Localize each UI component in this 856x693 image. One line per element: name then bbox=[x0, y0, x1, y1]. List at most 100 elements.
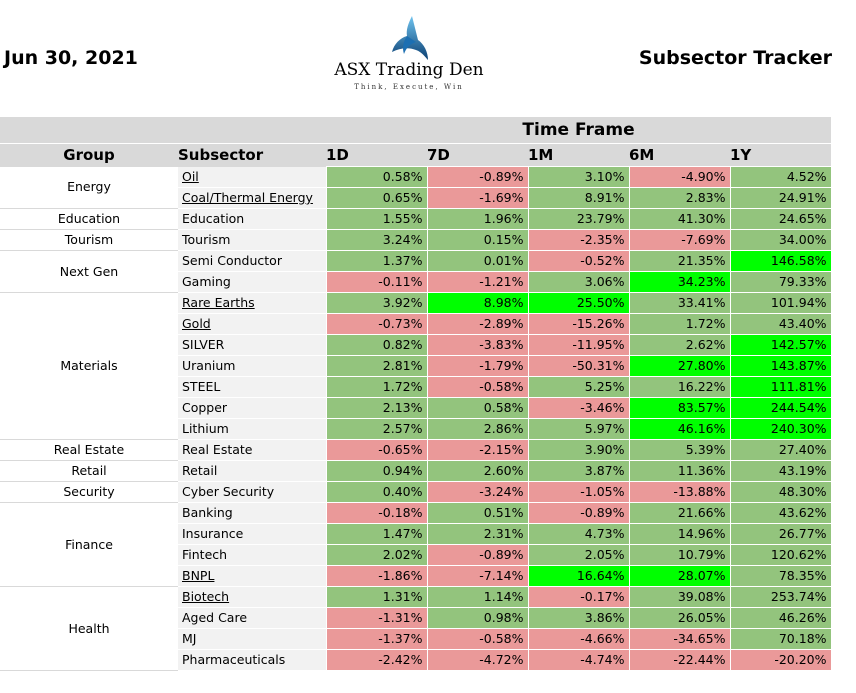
value-cell-1y: 142.57% bbox=[729, 334, 832, 356]
value-cell-6m: 16.22% bbox=[628, 376, 731, 398]
value-cell-1d: 1.72% bbox=[325, 376, 428, 398]
value-cell-6m: 21.35% bbox=[628, 250, 731, 272]
logo: ASX Trading Den Think, Execute, Win bbox=[326, 14, 492, 102]
value-cell-1m: 3.86% bbox=[527, 607, 630, 629]
value-cell-7d: -3.24% bbox=[426, 481, 529, 503]
group-cell: Retail bbox=[0, 460, 178, 482]
subsector-table: Time Frame Group Subsector 1D 7D 1M 6M 1… bbox=[0, 117, 832, 671]
table-body: Energy Oil 0.58% -0.89% 3.10% -4.90% 4.52% Coal… bbox=[0, 166, 832, 671]
value-cell-7d: -1.69% bbox=[426, 187, 529, 209]
value-cell-1y: 43.40% bbox=[729, 313, 832, 335]
table-row: Lithium 2.57% 2.86% 5.97% 46.16% 240.30% bbox=[0, 418, 832, 440]
subsector-cell: Tourism bbox=[178, 229, 326, 251]
value-cell-1m: 2.05% bbox=[527, 544, 630, 566]
table-row: Gold -0.73% -2.89% -15.26% 1.72% 43.40% bbox=[0, 313, 832, 335]
value-cell-7d: -4.72% bbox=[426, 649, 529, 671]
value-cell-7d: 2.31% bbox=[426, 523, 529, 545]
col-header-subsector: Subsector bbox=[178, 143, 326, 167]
table-row: Tourism Tourism 3.24% 0.15% -2.35% -7.69% 34.0… bbox=[0, 229, 832, 251]
subsector-cell[interactable]: Coal/Thermal Energy bbox=[178, 187, 326, 209]
value-cell-1y: -20.20% bbox=[729, 649, 832, 671]
value-cell-1d: -0.73% bbox=[325, 313, 428, 335]
value-cell-1m: 16.64% bbox=[527, 565, 630, 587]
value-cell-1m: -15.26% bbox=[527, 313, 630, 335]
table-row: Pharmaceuticals -2.42% -4.72% -4.74% -22.44%… bbox=[0, 649, 832, 671]
value-cell-1m: 3.87% bbox=[527, 460, 630, 482]
column-header-row: Group Subsector 1D 7D 1M 6M 1Y bbox=[0, 143, 832, 167]
subsector-cell: Aged Care bbox=[178, 607, 326, 629]
subsector-cell[interactable]: Rare Earths bbox=[178, 292, 326, 314]
value-cell-1d: 3.92% bbox=[325, 292, 428, 314]
value-cell-1d: 1.37% bbox=[325, 250, 428, 272]
group-cell: Materials bbox=[0, 292, 178, 440]
value-cell-7d: 0.01% bbox=[426, 250, 529, 272]
value-cell-7d: -7.14% bbox=[426, 565, 529, 587]
value-cell-7d: -1.79% bbox=[426, 355, 529, 377]
table-row: Health Biotech 1.31% 1.14% -0.17% 39.08% 253.7… bbox=[0, 586, 832, 671]
value-cell-1d: 0.65% bbox=[325, 187, 428, 209]
value-cell-6m: 83.57% bbox=[628, 397, 731, 419]
subsector-cell[interactable]: Oil bbox=[178, 166, 326, 188]
value-cell-1y: 34.00% bbox=[729, 229, 832, 251]
value-cell-6m: -4.90% bbox=[628, 166, 731, 188]
value-cell-1d: 2.57% bbox=[325, 418, 428, 440]
value-cell-7d: -2.89% bbox=[426, 313, 529, 335]
subsector-cell: Banking bbox=[178, 502, 326, 524]
group-cell: Tourism bbox=[0, 229, 178, 251]
table-row: Energy Oil 0.58% -0.89% 3.10% -4.90% 4.52% bbox=[0, 166, 832, 209]
value-cell-7d: 0.98% bbox=[426, 607, 529, 629]
value-cell-7d: 1.14% bbox=[426, 586, 529, 608]
value-cell-1y: 48.30% bbox=[729, 481, 832, 503]
value-cell-6m: 46.16% bbox=[628, 418, 731, 440]
subsector-cell: Retail bbox=[178, 460, 326, 482]
value-cell-1d: 1.31% bbox=[325, 586, 428, 608]
value-cell-7d: -1.21% bbox=[426, 271, 529, 293]
header-gap bbox=[178, 117, 326, 144]
value-cell-7d: 1.96% bbox=[426, 208, 529, 230]
value-cell-1m: -0.89% bbox=[527, 502, 630, 524]
value-cell-1d: -0.18% bbox=[325, 502, 428, 524]
table-row: Fintech 2.02% -0.89% 2.05% 10.79% 120.62% bbox=[0, 544, 832, 566]
value-cell-1d: -1.86% bbox=[325, 565, 428, 587]
value-cell-6m: 39.08% bbox=[628, 586, 731, 608]
value-cell-7d: 2.60% bbox=[426, 460, 529, 482]
value-cell-7d: -2.15% bbox=[426, 439, 529, 461]
subsector-cell: Real Estate bbox=[178, 439, 326, 461]
value-cell-1y: 43.19% bbox=[729, 460, 832, 482]
value-cell-1d: -1.31% bbox=[325, 607, 428, 629]
table-row: Finance Banking -0.18% 0.51% -0.89% 21.66% 43.… bbox=[0, 502, 832, 587]
value-cell-6m: -22.44% bbox=[628, 649, 731, 671]
value-cell-1y: 111.81% bbox=[729, 376, 832, 398]
value-cell-1y: 101.94% bbox=[729, 292, 832, 314]
value-cell-6m: 21.66% bbox=[628, 502, 731, 524]
value-cell-1d: -2.42% bbox=[325, 649, 428, 671]
subsector-cell[interactable]: BNPL bbox=[178, 565, 326, 587]
value-cell-6m: -13.88% bbox=[628, 481, 731, 503]
value-cell-6m: 14.96% bbox=[628, 523, 731, 545]
subsector-cell[interactable]: Biotech bbox=[178, 586, 326, 608]
value-cell-1m: 8.91% bbox=[527, 187, 630, 209]
value-cell-1m: -0.52% bbox=[527, 250, 630, 272]
value-cell-7d: 0.15% bbox=[426, 229, 529, 251]
value-cell-1y: 253.74% bbox=[729, 586, 832, 608]
value-cell-1m: 3.90% bbox=[527, 439, 630, 461]
value-cell-1d: 2.81% bbox=[325, 355, 428, 377]
value-cell-7d: -0.89% bbox=[426, 166, 529, 188]
value-cell-1y: 146.58% bbox=[729, 250, 832, 272]
table-row: Copper 2.13% 0.58% -3.46% 83.57% 244.54% bbox=[0, 397, 832, 419]
value-cell-1m: -1.05% bbox=[527, 481, 630, 503]
value-cell-1y: 244.54% bbox=[729, 397, 832, 419]
value-cell-1m: 25.50% bbox=[527, 292, 630, 314]
value-cell-1d: 2.13% bbox=[325, 397, 428, 419]
value-cell-1m: -0.17% bbox=[527, 586, 630, 608]
subsector-cell: Insurance bbox=[178, 523, 326, 545]
value-cell-1y: 46.26% bbox=[729, 607, 832, 629]
group-cell: Energy bbox=[0, 166, 178, 209]
value-cell-1y: 120.62% bbox=[729, 544, 832, 566]
subsector-cell: Cyber Security bbox=[178, 481, 326, 503]
subsector-cell: Gaming bbox=[178, 271, 326, 293]
value-cell-7d: 0.51% bbox=[426, 502, 529, 524]
subsector-cell[interactable]: Gold bbox=[178, 313, 326, 335]
table-row: Retail Retail 0.94% 2.60% 3.87% 11.36% 43.19% bbox=[0, 460, 832, 482]
table-row: Gaming -0.11% -1.21% 3.06% 34.23% 79.33% bbox=[0, 271, 832, 293]
